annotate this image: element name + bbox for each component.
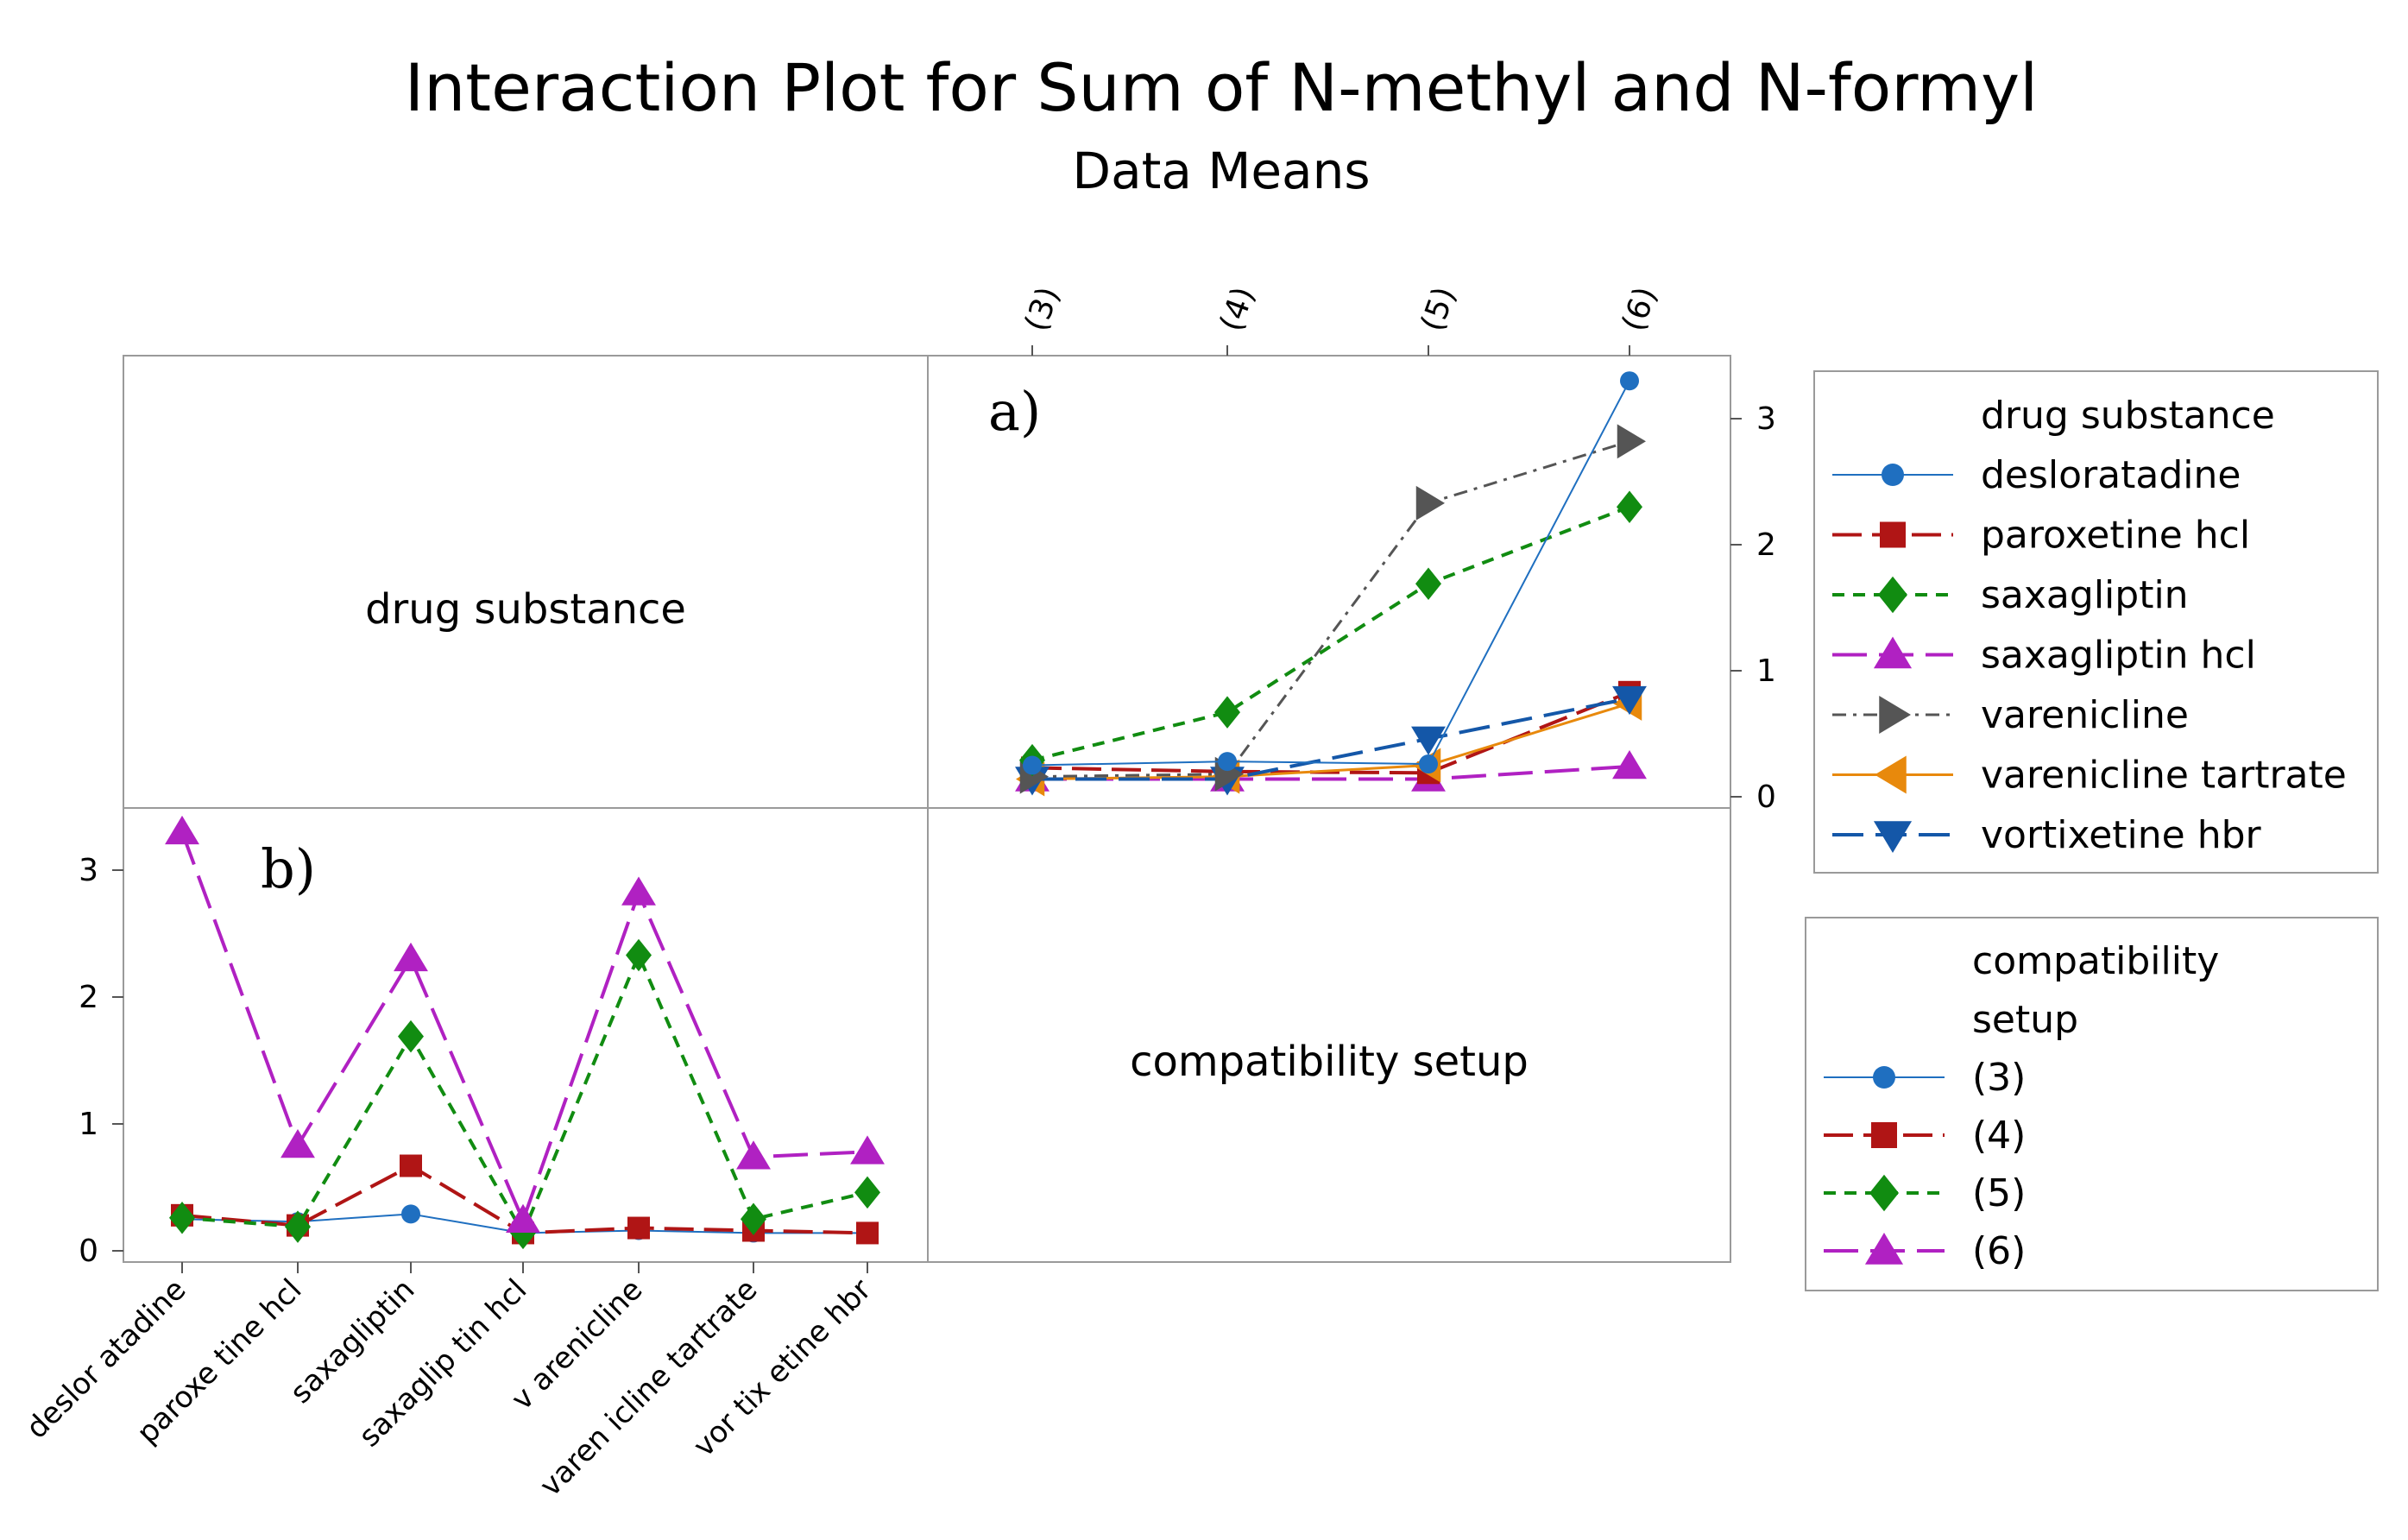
point-b-setup-6 <box>281 1128 315 1158</box>
legend-drug-marker-desloratadine <box>1882 464 1904 486</box>
left-y-tick-label: 3 <box>79 853 98 888</box>
compatibility-setup-cell-label: compatibility setup <box>1130 1038 1529 1086</box>
point-b-setup-6 <box>506 1203 540 1233</box>
panel-a-label: a) <box>988 380 1041 443</box>
legend-drug-marker-varenicline <box>1879 695 1911 735</box>
panel-b-label: b) <box>261 837 316 900</box>
series-line-a-paroxetine-hcl <box>1031 690 1630 775</box>
top-x-tick-label: (5) <box>1415 282 1463 336</box>
point-a-saxagliptin <box>1415 567 1441 601</box>
legend-setup-marker-3 <box>1873 1066 1895 1089</box>
setup-legend-title-line1: compatibility <box>1972 939 2219 983</box>
point-b-setup-5 <box>169 1202 195 1234</box>
left-y-tick-label: 1 <box>79 1107 98 1142</box>
legend-setup-label-5: (5) <box>1972 1171 2026 1215</box>
series-line-a-varenicline-tartrate <box>1031 702 1630 781</box>
point-b-setup-5 <box>285 1210 311 1243</box>
point-b-setup-6 <box>394 942 428 972</box>
right-y-tick-label: 1 <box>1756 653 1776 689</box>
point-a-saxagliptin <box>1214 696 1240 729</box>
right-y-tick-label: 2 <box>1756 527 1776 563</box>
bottom-x-tick-label: varen icline tartrate <box>533 1272 765 1504</box>
panel-a-series <box>1015 371 1647 797</box>
legend-drug-label-varenicline-tartrate: varenicline tartrate <box>1981 754 2347 798</box>
legend-drug-label-saxagliptin: saxagliptin <box>1981 573 2189 617</box>
setup-legend-title-line2: setup <box>1972 998 2078 1042</box>
top-x-tick-label: (3) <box>1018 282 1067 336</box>
legend-setup-label-4: (4) <box>1972 1114 2026 1158</box>
series-line-a-varenicline <box>1031 439 1630 779</box>
legend-drug-label-paroxetine-hcl: paroxetine hcl <box>1981 514 2250 558</box>
point-b-setup-5 <box>626 938 652 972</box>
point-b-setup-5 <box>741 1202 766 1235</box>
point-b-setup-6 <box>165 815 199 845</box>
top-x-tick-label: (4) <box>1213 282 1262 336</box>
legend-drug-label-vortixetine-hbr: vortixetine hbr <box>1981 813 2262 857</box>
left-y-tick-label: 2 <box>79 980 98 1015</box>
legend-setup-marker-5 <box>1869 1174 1899 1212</box>
point-a-desloratadine <box>1620 371 1639 391</box>
chart-title: Interaction Plot for Sum of N-methyl and… <box>405 49 2039 126</box>
legend-setup-label-6: (6) <box>1972 1229 2026 1273</box>
point-a-desloratadine <box>1023 755 1042 775</box>
series-line-a-vortixetine-hbr <box>1032 697 1630 781</box>
point-a-desloratadine <box>1218 752 1237 772</box>
compatibility-setup-legend: compatibility setup (3) (4) (5) (6) <box>1805 917 2379 1291</box>
right-y-tick-label: 0 <box>1756 779 1776 815</box>
legend-setup-marker-6 <box>1864 1233 1904 1265</box>
chart-subtitle: Data Means <box>1072 142 1370 200</box>
point-b-setup-4 <box>856 1221 879 1245</box>
point-a-saxagliptin <box>1617 490 1642 523</box>
point-a-varenicline <box>1415 485 1445 521</box>
legend-setup-marker-4 <box>1871 1122 1897 1148</box>
point-b-setup-5 <box>398 1019 424 1053</box>
legend-drug-marker-varenicline-tartrate <box>1875 755 1907 794</box>
drug-substance-legend: drug substance desloratadine paroxetine h… <box>1813 370 2379 874</box>
legend-setup-label-3: (3) <box>1972 1056 2026 1100</box>
point-a-saxagliptin-hcl <box>1612 749 1647 779</box>
drug-substance-cell-label: drug substance <box>365 585 686 634</box>
point-a-vortixetine-hbr <box>1612 685 1647 716</box>
point-a-desloratadine <box>1419 754 1438 774</box>
legend-drug-marker-saxagliptin <box>1878 576 1907 614</box>
legend-drug-label-varenicline: varenicline <box>1981 693 2189 737</box>
legend-drug-marker-vortixetine-hbr <box>1873 821 1913 853</box>
point-a-vortixetine-hbr <box>1411 726 1446 755</box>
legend-drug-marker-paroxetine-hcl <box>1880 521 1906 548</box>
point-b-setup-6 <box>850 1135 885 1164</box>
right-y-tick-label: 3 <box>1756 401 1776 437</box>
point-b-setup-5 <box>854 1176 880 1209</box>
legend-drug-label-saxagliptin-hcl: saxagliptin hcl <box>1981 634 2256 678</box>
series-line-a-saxagliptin <box>1031 505 1630 762</box>
point-a-varenicline <box>1617 424 1646 459</box>
legend-drug-marker-saxagliptin-hcl <box>1873 636 1913 669</box>
point-b-setup-6 <box>736 1140 771 1170</box>
point-b-setup-6 <box>621 876 656 906</box>
series-line-a-desloratadine <box>1031 380 1630 767</box>
panel-b-series <box>165 815 885 1250</box>
top-x-tick-label: (6) <box>1616 282 1664 336</box>
point-b-setup-3 <box>401 1204 420 1224</box>
series-line-b-setup-5 <box>181 950 868 1237</box>
plot-grid: drug substance compatibility setup a) b) <box>123 355 1731 1263</box>
left-y-tick-label: 0 <box>79 1234 98 1269</box>
point-b-setup-4 <box>400 1154 422 1177</box>
setup-legend-frame <box>1805 917 2379 1291</box>
drug-legend-title: drug substance <box>1981 394 2275 438</box>
drug-legend-frame <box>1813 370 2379 874</box>
legend-drug-label-desloratadine: desloratadine <box>1981 453 2241 497</box>
point-b-setup-4 <box>627 1216 650 1240</box>
